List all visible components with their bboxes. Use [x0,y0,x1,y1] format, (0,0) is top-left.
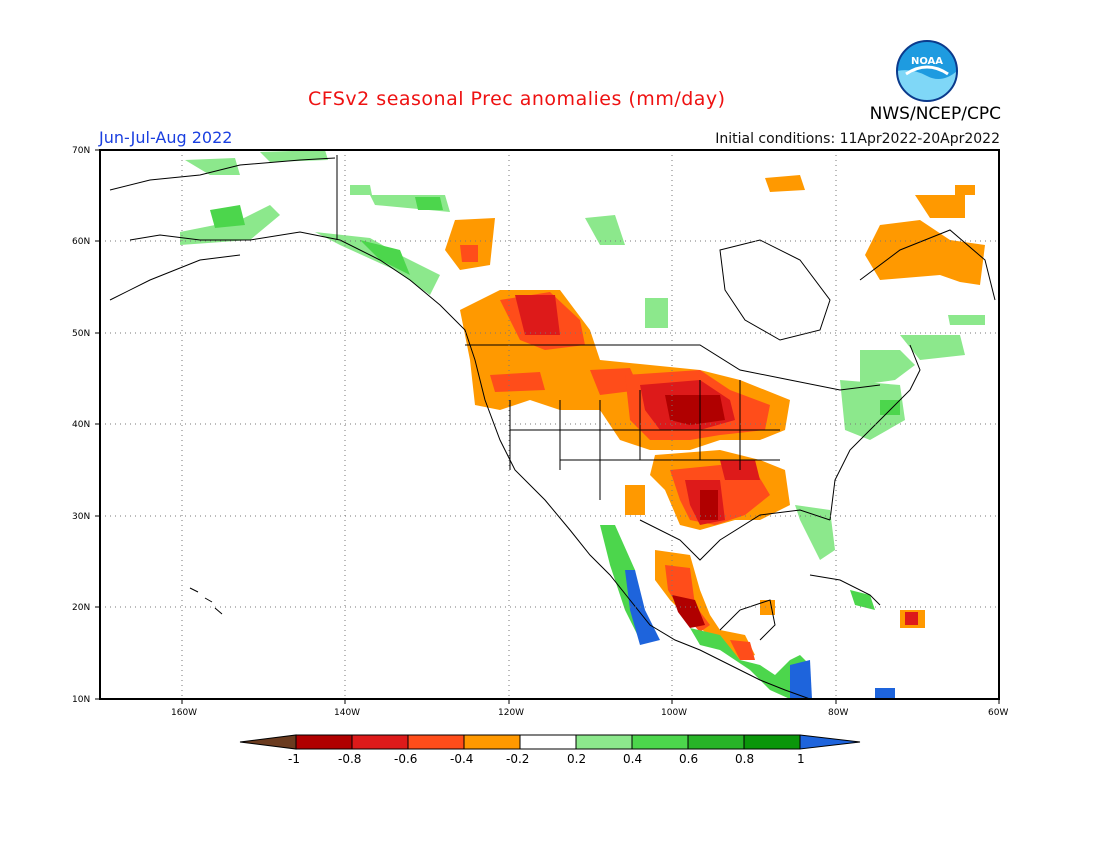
colorbar-label: -1 [288,752,300,766]
colorbar-label: -0.8 [338,752,361,766]
lat-label: 70N [72,146,90,156]
agency-label: NWS/NCEP/CPC [869,104,1001,124]
colorbar-label: 0.4 [623,752,642,766]
colorbar-label: -0.4 [450,752,473,766]
colorbar: -1 -0.8 -0.6 -0.4 -0.2 0.2 0.4 0.6 0.8 1 [239,734,861,766]
map-title: CFSv2 seasonal Prec anomalies (mm/day) [308,88,726,110]
logo-text: NOAA [911,56,943,67]
colorbar-label: 0.2 [567,752,586,766]
lon-label: 120W [498,708,524,718]
lat-label: 10N [72,695,90,705]
lat-label: 50N [72,329,90,339]
lat-label: 60N [72,237,90,247]
anomaly-patches [180,150,985,699]
lon-label: 100W [661,708,687,718]
lon-label: 80W [828,708,848,718]
colorbar-label: 1 [797,752,805,766]
lat-label: 30N [72,512,90,522]
colorbar-label: -0.2 [506,752,529,766]
colorbar-label: 0.6 [679,752,698,766]
lon-label: 60W [988,708,1008,718]
colorbar-label: 0.8 [735,752,754,766]
lat-label: 20N [72,603,90,613]
season-label: Jun-Jul-Aug 2022 [99,128,233,147]
lon-label: 160W [171,708,197,718]
colorbar-label: -0.6 [394,752,417,766]
noaa-logo-icon: NOAA [896,40,958,102]
lat-label: 40N [72,420,90,430]
lon-label: 140W [334,708,360,718]
initial-conditions-label: Initial conditions: 11Apr2022-20Apr2022 [715,131,1000,147]
